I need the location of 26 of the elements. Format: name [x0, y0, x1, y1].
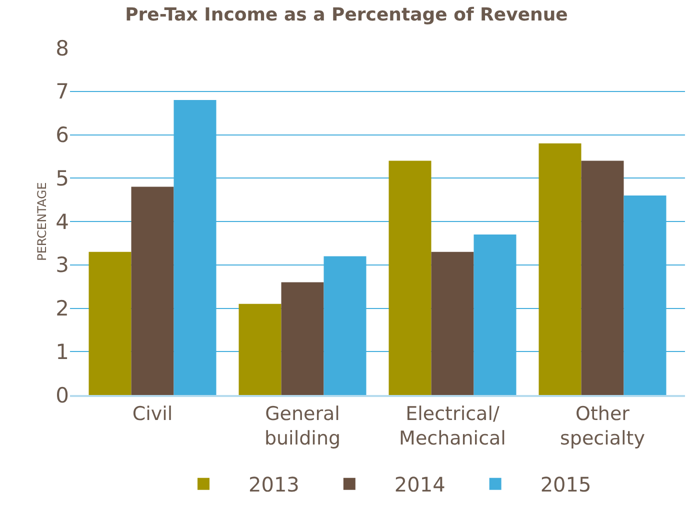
x-tick-label: Electrical/ Mechanical	[399, 402, 506, 450]
legend-label: 2014	[394, 472, 446, 497]
bar	[388, 160, 432, 395]
y-tick-label: 3	[56, 253, 69, 278]
y-tick-label: 7	[56, 80, 69, 104]
bar	[538, 143, 582, 395]
y-tick-label: 6	[56, 123, 69, 148]
bar	[131, 186, 174, 395]
y-axis-title: PERCENTAGE	[34, 182, 49, 261]
x-tick-label: Civil	[132, 402, 173, 425]
y-tick-label: 4	[56, 210, 69, 234]
y-tick-label: 5	[56, 166, 69, 190]
legend-label: 2015	[540, 472, 592, 497]
bar	[581, 160, 624, 395]
x-tick-label: General building	[264, 402, 341, 450]
y-tick-label: 2	[56, 296, 69, 321]
y-tick-label: 8	[56, 36, 69, 60]
bar	[281, 282, 324, 395]
bar	[88, 252, 132, 395]
chart-title: Pre-Tax Income as a Percentage of Revenue	[125, 4, 568, 26]
y-tick-label: 0	[56, 383, 69, 408]
y-tick-label: 1	[56, 340, 69, 364]
legend-label: 2013	[248, 472, 300, 497]
x-tick-label: Other specialty	[560, 402, 645, 450]
bar	[431, 252, 474, 395]
bar	[238, 304, 282, 395]
